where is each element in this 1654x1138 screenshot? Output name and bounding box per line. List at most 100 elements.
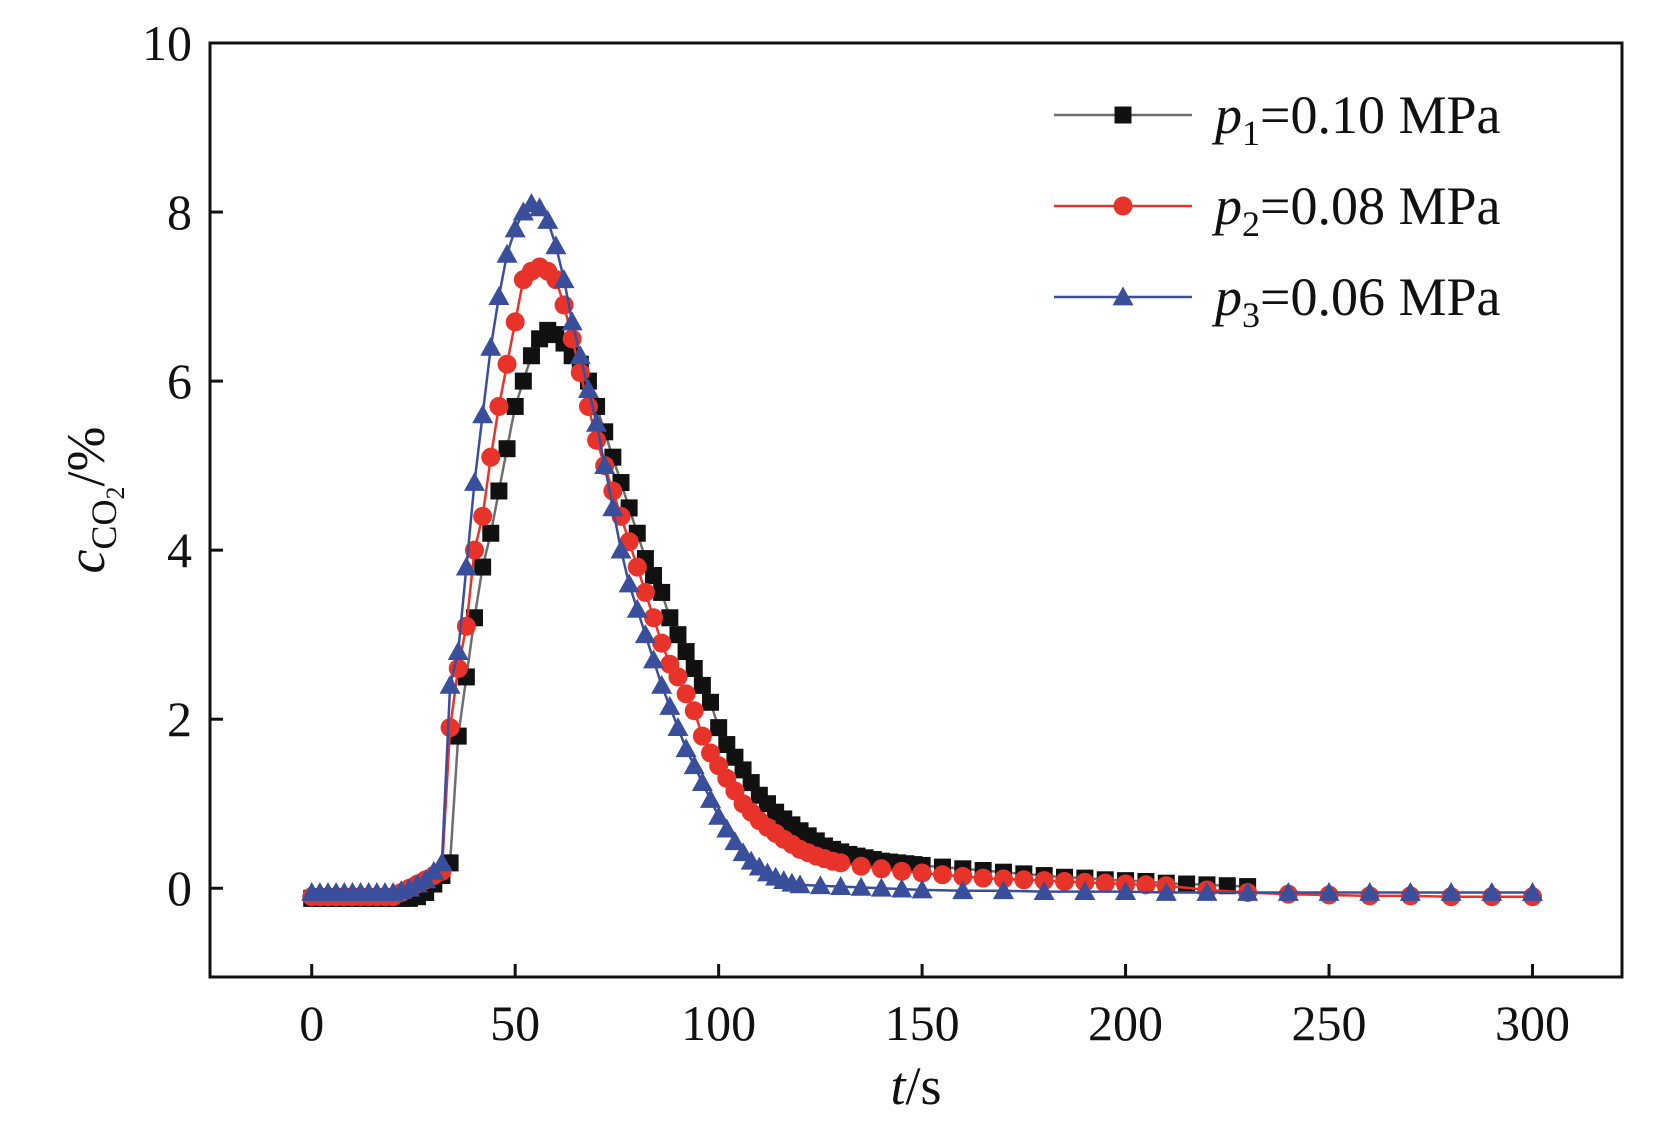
x-tick-label-3: 150	[885, 995, 960, 1051]
series-1-point	[490, 482, 508, 500]
legend-label-1: p1=0.10 MPa	[1211, 85, 1501, 153]
series-3-point	[891, 878, 913, 898]
series-2-point	[1136, 875, 1156, 895]
series-2-point	[993, 869, 1013, 889]
y-tick-label-3: 6	[167, 353, 192, 409]
legend-item-1: p1=0.10 MPa	[1054, 85, 1501, 153]
series-3-point	[1237, 881, 1259, 901]
series-1-point	[702, 693, 720, 711]
series-2-point	[1095, 873, 1115, 893]
series-2-point	[932, 865, 952, 885]
plot-frame	[208, 41, 1624, 979]
series-3-point	[1359, 881, 1381, 901]
series-3-point	[651, 674, 673, 694]
series-3-point	[537, 210, 559, 229]
series-3-point	[529, 197, 551, 217]
series-2-point	[497, 354, 517, 374]
series-3-point	[634, 624, 656, 644]
y-tick-label-4: 8	[167, 184, 192, 240]
series-3-point	[463, 472, 485, 491]
series-1-point	[661, 609, 679, 627]
series-3-point	[667, 717, 689, 737]
series-2-point	[489, 396, 509, 416]
series-3-point	[830, 876, 852, 895]
series-1-point	[677, 643, 695, 661]
tick-labels: 0 50 100 150 200 250 300 0 2 4 6 8 10	[142, 15, 1570, 1051]
series-3-point	[716, 818, 738, 838]
series-3-point	[850, 876, 872, 896]
series-2-point	[644, 608, 664, 628]
series-2-point	[1034, 871, 1054, 891]
series-2-point	[668, 667, 688, 687]
series-2-point	[831, 853, 851, 873]
series-3-point	[504, 218, 526, 238]
series-2-point	[676, 684, 696, 704]
series-3-point	[789, 874, 811, 894]
series-1-point	[693, 676, 711, 694]
series-1-point	[522, 347, 540, 365]
series-3-point	[911, 879, 933, 899]
legend-marker-1	[1114, 106, 1132, 124]
series-3-point	[659, 696, 681, 715]
series-3-point	[1521, 881, 1543, 901]
series-3-point	[455, 556, 477, 576]
series-3-point	[952, 880, 974, 900]
x-tick-label-0: 0	[299, 995, 324, 1051]
legend-item-3: p3=0.06 MPa	[1054, 267, 1501, 335]
series-1-point	[474, 558, 492, 576]
series-2-point	[1055, 871, 1075, 891]
series-3-point	[610, 539, 632, 559]
series-3-point	[472, 404, 494, 424]
series-2-point	[635, 582, 655, 602]
series-3-point	[569, 345, 591, 365]
series-3-point	[1440, 881, 1462, 901]
series-3-point	[618, 573, 640, 593]
y-tick-label-1: 2	[167, 691, 192, 747]
series-1-point	[669, 626, 687, 644]
series-1-point	[645, 567, 663, 585]
series-3-point	[643, 649, 665, 669]
series-2-point	[464, 540, 484, 560]
series-2-point	[505, 312, 525, 332]
x-tick-label-1: 50	[490, 995, 540, 1051]
series-3-point	[594, 455, 616, 475]
ticks	[210, 41, 1534, 977]
series-1-point	[1178, 875, 1196, 893]
series-2-point	[973, 868, 993, 888]
series-2-point	[912, 863, 932, 883]
series-3-point	[1074, 881, 1096, 901]
series-layer	[301, 193, 1543, 907]
series-3-point	[545, 235, 567, 255]
series-3-point	[700, 788, 722, 808]
series-1-point	[685, 659, 703, 677]
series-3-point	[809, 875, 831, 895]
series-3-point	[602, 497, 624, 517]
y-tick-label-0: 0	[167, 860, 192, 916]
series-3-point	[488, 286, 510, 305]
series-3-point	[683, 755, 705, 775]
series-3-point	[675, 738, 697, 758]
series-1-point	[498, 440, 516, 458]
series-3-point	[1318, 881, 1340, 901]
series-3	[301, 193, 1543, 901]
series-3-point	[496, 243, 518, 263]
series-2-point	[692, 726, 712, 746]
series-1-point	[514, 372, 532, 390]
x-tick-label-2: 100	[681, 995, 756, 1051]
series-1-point	[710, 719, 728, 737]
series-2-point	[587, 430, 607, 450]
series-3-point	[586, 412, 608, 432]
x-tick-label-4: 200	[1088, 995, 1163, 1051]
series-3-point	[992, 880, 1014, 900]
x-axis-title: t/s	[890, 1056, 941, 1116]
series-2-point	[851, 856, 871, 876]
series-3-point	[561, 311, 583, 331]
series-2-point	[627, 557, 647, 577]
series-3-point	[1196, 881, 1218, 901]
x-tick-label-6: 300	[1495, 995, 1570, 1051]
legend-label-2: p2=0.08 MPa	[1211, 176, 1501, 244]
series-1-point	[506, 397, 524, 415]
series-3-point	[1115, 881, 1137, 901]
series-1-point	[653, 583, 671, 601]
